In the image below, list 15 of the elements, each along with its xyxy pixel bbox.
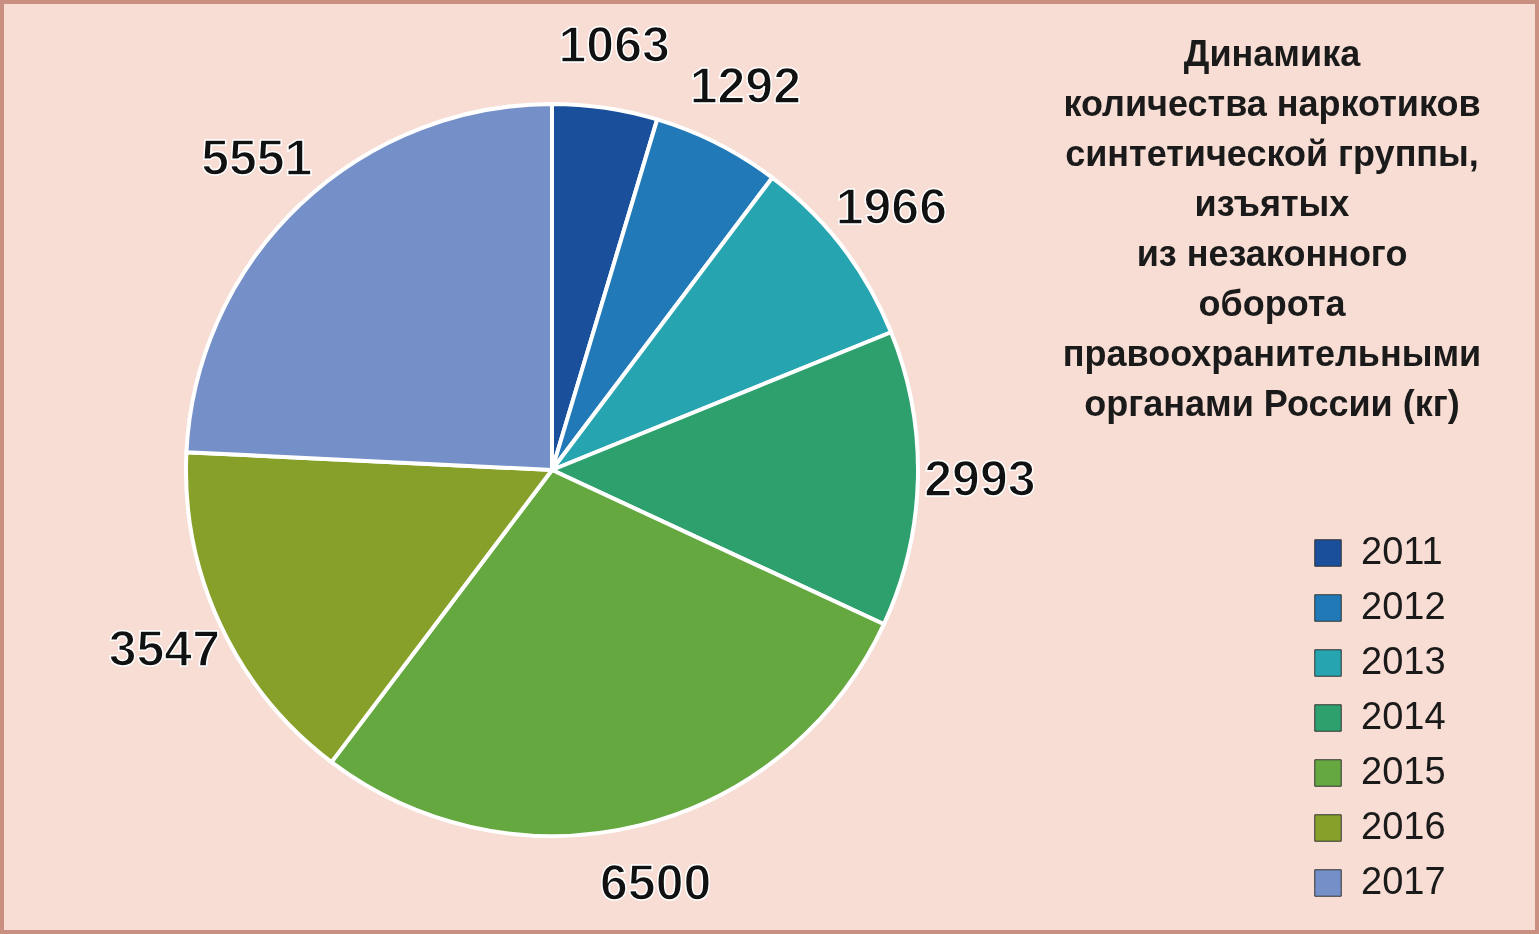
data-label: 2993: [924, 450, 1036, 507]
data-label: 6500: [600, 855, 712, 912]
legend-label: 2011: [1361, 530, 1443, 572]
data-label: 1966: [835, 179, 947, 236]
text: Динамика количества наркотиков синтетической группы, изъятых из незаконного оборота правоохранительными органами России (кг): [1062, 33, 1482, 424]
data-label: 5551: [201, 130, 313, 187]
legend-label: 2014: [1361, 695, 1446, 737]
legend-label: 2015: [1361, 750, 1446, 792]
data-label: 1063: [558, 16, 670, 73]
legend-label: 2017: [1361, 860, 1446, 902]
data-label: 3547: [108, 621, 220, 678]
data-label: 1292: [689, 58, 801, 115]
legend-label: 2016: [1361, 805, 1446, 847]
legend-label: 2013: [1361, 640, 1446, 682]
legend-label: 2012: [1361, 585, 1446, 627]
